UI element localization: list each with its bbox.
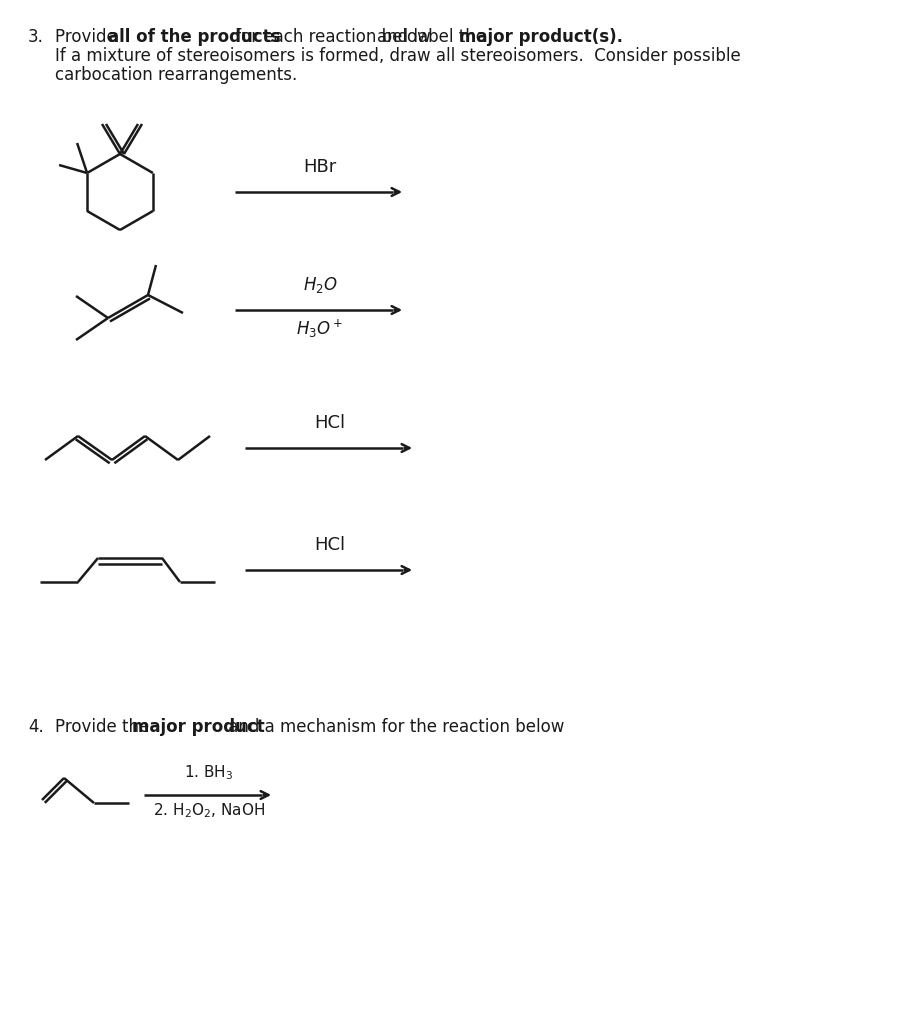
Text: $H_3O^+$: $H_3O^+$ xyxy=(296,318,344,340)
Text: $H_2O$: $H_2O$ xyxy=(302,275,337,295)
Text: Provide the: Provide the xyxy=(55,718,154,736)
Text: all of the products: all of the products xyxy=(108,28,281,46)
Text: for each reaction below: for each reaction below xyxy=(230,28,436,46)
Text: HBr: HBr xyxy=(303,158,336,176)
Text: carbocation rearrangements.: carbocation rearrangements. xyxy=(55,66,297,84)
Text: 4.: 4. xyxy=(28,718,43,736)
Text: 1. BH$_3$: 1. BH$_3$ xyxy=(184,763,234,782)
Text: major product(s).: major product(s). xyxy=(458,28,622,46)
Text: major product: major product xyxy=(132,718,264,736)
Text: and a mechanism for the reaction below: and a mechanism for the reaction below xyxy=(223,718,564,736)
Text: HCl: HCl xyxy=(314,536,345,554)
Text: If a mixture of stereoisomers is formed, draw all stereoisomers.  Consider possi: If a mixture of stereoisomers is formed,… xyxy=(55,47,740,65)
Text: HCl: HCl xyxy=(314,414,345,432)
Text: 3.: 3. xyxy=(28,28,44,46)
Text: 2. H$_2$O$_2$, NaOH: 2. H$_2$O$_2$, NaOH xyxy=(152,801,265,819)
Text: Provide: Provide xyxy=(55,28,122,46)
Text: and label the: and label the xyxy=(376,28,491,46)
